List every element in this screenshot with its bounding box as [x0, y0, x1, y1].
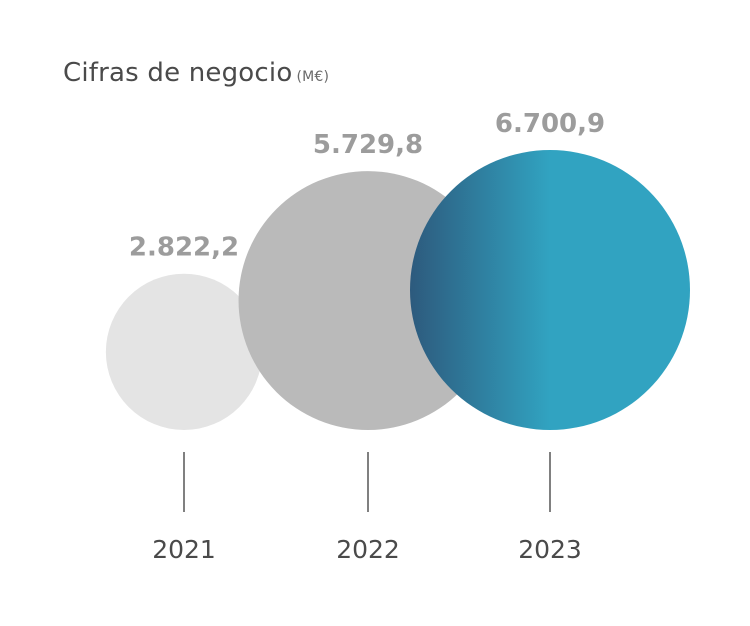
- year-label-2023: 2023: [518, 535, 582, 564]
- value-label-2022: 5.729,8: [313, 130, 423, 160]
- chart-unit: (M€): [296, 69, 330, 85]
- value-label-2021: 2.822,2: [129, 233, 239, 263]
- chart-title-text: Cifras de negocio: [63, 58, 293, 88]
- chart-title: Cifras de negocio (M€): [63, 58, 329, 88]
- value-label-2023: 6.700,9: [495, 109, 605, 139]
- bubble-2023: [410, 150, 690, 430]
- year-label-2021: 2021: [152, 535, 216, 564]
- year-label-2022: 2022: [336, 535, 400, 564]
- bubble-2021: [105, 273, 263, 430]
